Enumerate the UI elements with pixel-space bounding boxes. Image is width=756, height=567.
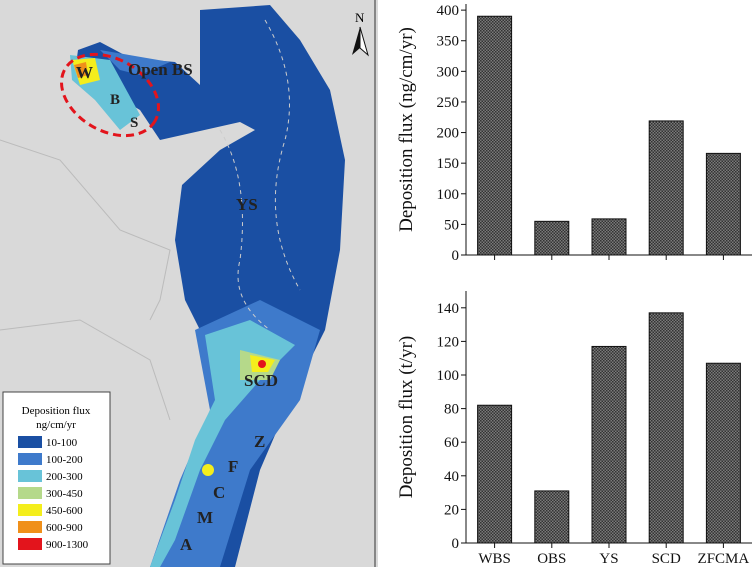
- label-m: M: [197, 508, 213, 527]
- legend-label: 450-600: [46, 505, 83, 517]
- legend-label: 10-100: [46, 437, 78, 449]
- y-tick-label: 40: [444, 469, 459, 485]
- chart-flux-per-area: 0 50 100 150 200 250 300 350 400 Deposition flux …: [396, 3, 752, 264]
- y-tick-label: 100: [437, 187, 460, 203]
- x-tick-label: SCD: [652, 551, 681, 567]
- label-scd: SCD: [244, 371, 278, 390]
- bar-obs: [534, 220, 570, 256]
- bohai-outline: [60, 52, 160, 138]
- bar-wbs: [477, 15, 513, 256]
- map-legend: Deposition flux ng/cm/yr 10-100 100-200 20…: [2, 391, 111, 565]
- x-tick-label: YS: [599, 551, 618, 567]
- y-tick-label: 120: [437, 334, 460, 350]
- y-tick-label: 250: [437, 95, 460, 111]
- x-tick-label: ZFCMA: [698, 551, 750, 567]
- coast-450-600: [202, 464, 214, 476]
- y-tick-label: 60: [444, 435, 459, 451]
- north-arrow-icon: N: [352, 10, 369, 57]
- legend-label: 600-900: [46, 522, 83, 534]
- label-open-bs: Open BS: [128, 60, 193, 79]
- label-ys: YS: [236, 195, 258, 214]
- legend-label: 100-200: [46, 454, 83, 466]
- bar-scd: [648, 120, 684, 256]
- label-b: B: [110, 92, 120, 108]
- province-border: [0, 139, 171, 321]
- y-tick-label: 300: [437, 64, 460, 80]
- isobath: [264, 19, 301, 291]
- label-w: W: [76, 63, 93, 82]
- label-s: S: [130, 115, 138, 131]
- bar-wbs: [477, 404, 513, 544]
- legend-label: 300-450: [46, 488, 83, 500]
- y-tick-label: 80: [444, 402, 459, 418]
- sea-100-200: [150, 300, 320, 567]
- y-axis-label: Deposition flux (ng/cm/yr): [396, 27, 417, 232]
- legend-label: 200-300: [46, 471, 83, 483]
- y-tick-label: 350: [437, 34, 460, 50]
- scd-900-1300: [258, 360, 266, 368]
- label-f: F: [228, 457, 238, 476]
- chart-flux-total: 0 20 40 60 80 100 120 140 WBS OBS YS SCD ZFCMA Deposi…: [396, 291, 752, 567]
- label-a: A: [180, 535, 193, 554]
- label-c: C: [213, 483, 225, 502]
- legend-unit: ng/cm/yr: [36, 419, 76, 431]
- y-tick-label: 200: [437, 126, 460, 142]
- y-tick-label: 20: [444, 502, 459, 518]
- legend-swatch: [18, 453, 42, 465]
- y-tick-label: 140: [437, 301, 460, 317]
- y-tick-label: 0: [452, 536, 460, 552]
- bar-scd: [648, 312, 684, 544]
- bohai-100-200: [100, 50, 170, 75]
- label-z: Z: [254, 432, 265, 451]
- legend-swatch: [18, 470, 42, 482]
- bar-zfcma: [705, 152, 741, 256]
- y-axis-label: Deposition flux (t/yr): [396, 336, 417, 499]
- bar-obs: [534, 490, 570, 544]
- bar-zfcma: [705, 362, 741, 544]
- bohai-600-900: [74, 62, 88, 78]
- province-border: [0, 319, 171, 421]
- y-tick-label: 0: [452, 248, 460, 264]
- legend-label: 900-1300: [46, 539, 89, 551]
- bar-ys: [591, 345, 627, 544]
- y-tick-label: 150: [437, 156, 460, 172]
- x-tick-label: WBS: [478, 551, 511, 567]
- legend-title: Deposition flux: [22, 405, 91, 417]
- legend-swatch: [18, 487, 42, 499]
- bar-ys: [591, 218, 627, 256]
- legend-swatch: [18, 538, 42, 550]
- north-label: N: [355, 10, 365, 25]
- isobath: [219, 129, 271, 331]
- sea-200-300: [150, 320, 295, 567]
- legend-swatch: [18, 504, 42, 516]
- y-tick-label: 50: [444, 217, 459, 233]
- y-tick-label: 400: [437, 3, 460, 19]
- y-tick-label: 100: [437, 368, 460, 384]
- legend-swatch: [18, 521, 42, 533]
- deposition-map: W B S Open BS YS SCD Z F C M A N Deposit…: [0, 0, 378, 567]
- legend-swatch: [18, 436, 42, 448]
- x-tick-label: OBS: [537, 551, 566, 567]
